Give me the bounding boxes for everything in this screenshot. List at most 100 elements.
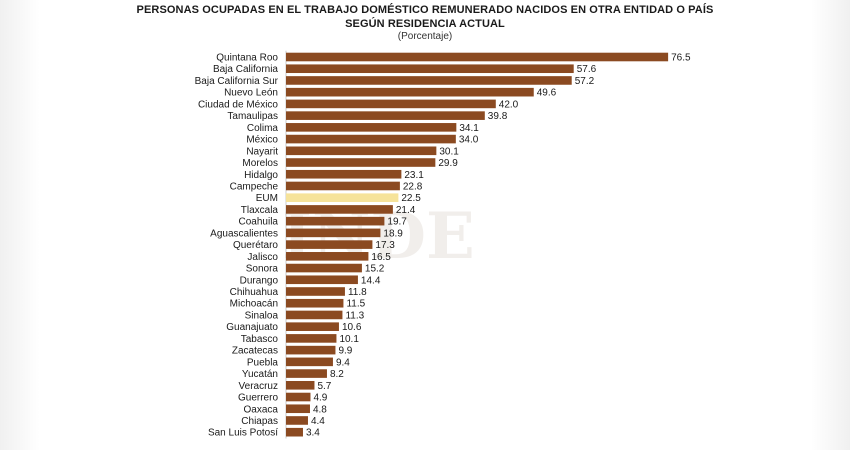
value-label-21: 11.5 — [346, 299, 365, 310]
category-label-10: Hidalgo — [244, 170, 278, 181]
category-label-19: Durango — [240, 275, 279, 286]
bar-6 — [286, 123, 457, 132]
value-label-8: 30.1 — [439, 146, 459, 157]
value-label-26: 9.4 — [336, 357, 350, 368]
left-edge-shadow — [0, 0, 40, 450]
value-label-12: 22.5 — [401, 193, 421, 204]
value-label-2: 57.2 — [575, 76, 595, 87]
category-label-3: Nuevo León — [224, 88, 278, 99]
value-label-27: 8.2 — [330, 369, 344, 380]
value-label-13: 21.4 — [396, 205, 416, 216]
value-label-32: 3.4 — [306, 428, 320, 439]
category-label-2: Baja California Sur — [195, 76, 279, 87]
category-label-25: Zacatecas — [232, 346, 278, 357]
category-label-6: Colima — [247, 123, 279, 134]
bar-20 — [286, 287, 345, 296]
bar-32 — [286, 427, 303, 437]
value-label-28: 5.7 — [317, 381, 331, 392]
bar-28 — [286, 381, 315, 390]
category-label-7: México — [246, 135, 278, 146]
bar-25 — [286, 345, 336, 355]
category-label-13: Tlaxcala — [241, 205, 279, 216]
category-label-32: San Luis Potosí — [208, 428, 278, 439]
value-label-23: 10.6 — [342, 322, 362, 333]
category-label-1: Baja California — [213, 64, 278, 75]
bar-24 — [286, 334, 337, 343]
value-label-16: 17.3 — [375, 240, 395, 251]
category-label-9: Morelos — [242, 158, 278, 169]
bar-23 — [286, 322, 339, 331]
category-label-14: Coahuila — [239, 217, 279, 228]
category-label-16: Querétaro — [233, 240, 278, 251]
category-label-8: Nayarit — [246, 146, 278, 157]
bar-4 — [286, 99, 496, 109]
category-label-17: Jalisco — [247, 252, 278, 263]
value-label-10: 23.1 — [404, 170, 424, 181]
bar-29 — [286, 392, 311, 402]
value-label-15: 18.9 — [383, 228, 403, 239]
bar-14 — [286, 216, 385, 226]
bar-31 — [286, 416, 308, 425]
value-label-0: 76.5 — [671, 53, 691, 64]
category-label-24: Tabasco — [241, 334, 279, 345]
category-label-5: Tamaulipas — [227, 111, 278, 122]
bar-5 — [286, 111, 485, 120]
bar-27 — [286, 369, 327, 378]
value-label-17: 16.5 — [371, 252, 391, 263]
bar-1 — [286, 64, 574, 74]
value-label-7: 34.0 — [459, 135, 479, 146]
chart-title-line-1: PERSONAS OCUPADAS EN EL TRABAJO DOMÉSTIC… — [136, 4, 714, 16]
bar-8 — [286, 146, 437, 156]
bar-12 — [286, 193, 399, 202]
category-label-31: Chiapas — [241, 416, 278, 427]
chart-subtitle: (Porcentaje) — [397, 31, 453, 42]
value-label-6: 34.1 — [459, 123, 479, 134]
bar-17 — [286, 252, 369, 261]
value-label-20: 11.8 — [348, 287, 367, 298]
bars-group: Quintana Roo 76.5 Baja California 57.6 Baja … — [195, 50, 691, 439]
value-label-22: 11.3 — [345, 310, 364, 321]
bar-22 — [286, 310, 343, 320]
bar-30 — [286, 404, 310, 414]
value-label-29: 4.9 — [313, 393, 327, 404]
value-label-31: 4.4 — [311, 416, 325, 427]
bar-0 — [286, 52, 669, 62]
bar-9 — [286, 158, 436, 167]
bar-2 — [286, 76, 572, 85]
value-label-14: 19.7 — [387, 217, 407, 228]
value-label-11: 22.8 — [403, 181, 423, 192]
value-label-4: 42.0 — [499, 99, 519, 110]
category-label-15: Aguascalientes — [210, 228, 278, 239]
bar-11 — [286, 181, 400, 191]
bar-7 — [286, 134, 456, 144]
value-label-3: 49.6 — [537, 88, 557, 99]
category-label-29: Guerrero — [238, 393, 278, 404]
chart-title-block: PERSONAS OCUPADAS EN EL TRABAJO DOMÉSTIC… — [0, 3, 850, 43]
value-label-30: 4.8 — [313, 404, 327, 415]
category-label-18: Sonora — [246, 264, 279, 275]
category-label-4: Ciudad de México — [198, 99, 278, 110]
category-label-12: EUM — [256, 193, 278, 204]
bar-18 — [286, 263, 362, 273]
value-label-25: 9.9 — [338, 346, 352, 357]
category-label-21: Michoacán — [230, 299, 278, 310]
category-label-26: Puebla — [247, 357, 279, 368]
category-label-20: Chihuahua — [230, 287, 279, 298]
bar-19 — [286, 275, 358, 285]
bar-10 — [286, 169, 402, 179]
bar-26 — [286, 357, 333, 367]
category-label-11: Campeche — [230, 181, 279, 192]
category-label-28: Veracruz — [239, 381, 278, 392]
category-label-27: Yucatán — [242, 369, 278, 380]
bar-21 — [286, 298, 344, 308]
bar-16 — [286, 240, 373, 249]
chart-title-line-2: SEGÚN RESIDENCIA ACTUAL — [345, 18, 505, 30]
category-label-23: Guanajuato — [226, 322, 278, 333]
value-label-18: 15.2 — [365, 264, 385, 275]
value-label-1: 57.6 — [577, 64, 597, 75]
category-label-22: Sinaloa — [245, 310, 279, 321]
value-label-19: 14.4 — [361, 275, 381, 286]
bar-13 — [286, 205, 393, 214]
bar-15 — [286, 228, 381, 238]
